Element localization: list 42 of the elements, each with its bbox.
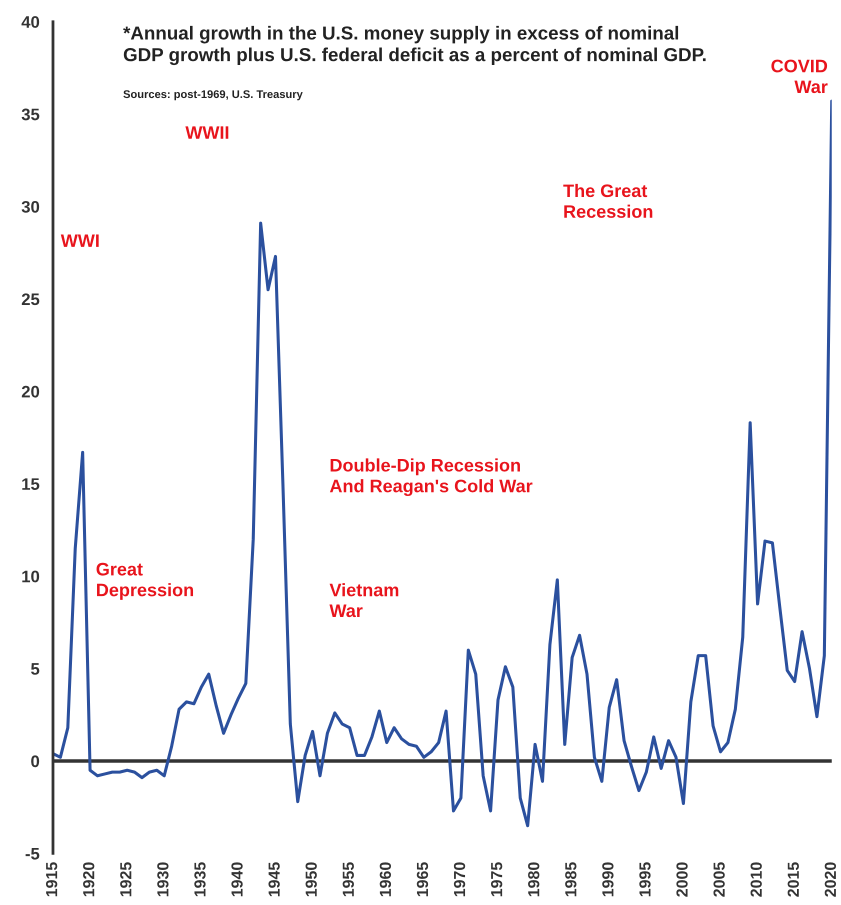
- x-tick-label: 1935: [194, 862, 206, 896]
- line-series: [52, 100, 832, 828]
- y-tick-label: 20: [22, 386, 40, 398]
- x-tick-label: 1980: [528, 862, 540, 896]
- x-tick-label: 1985: [565, 862, 576, 896]
- x-tick-label: 2010: [750, 862, 762, 897]
- annotation: The Great Recession: [563, 184, 652, 218]
- annotation: COVID War: [771, 60, 828, 94]
- x-tick-label: 2005: [713, 862, 725, 897]
- x-tick-label: 1965: [416, 862, 428, 896]
- y-tick-label: 30: [22, 200, 40, 213]
- annotation: WWII: [185, 126, 228, 139]
- annotation: Sources: post-1969, U.S. Treasury: [123, 90, 303, 100]
- x-tick-label: 1930: [157, 862, 169, 896]
- annotation: Double-Dip Recession And Reagan's Cold War: [330, 458, 532, 496]
- x-tick-label: 1915: [46, 862, 58, 896]
- x-tick-label: 2015: [788, 862, 799, 897]
- x-tick-label: 1950: [306, 862, 317, 896]
- x-tick-label: 1955: [342, 862, 354, 896]
- x-tick-label: 1945: [268, 862, 280, 896]
- y-tick-label: -5: [26, 848, 40, 860]
- x-tick-label: 1925: [120, 862, 132, 896]
- x-tick-label: 2000: [676, 862, 688, 897]
- y-tick-label: 0: [31, 755, 40, 768]
- x-tick-label: 1970: [454, 862, 466, 896]
- y-tick-label: 10: [22, 570, 40, 582]
- x-tick-label: 2020: [824, 862, 836, 897]
- annotation: WWI: [60, 234, 99, 247]
- y-tick-label: 40: [22, 16, 40, 28]
- x-tick-label: 1995: [639, 862, 651, 896]
- y-tick-label: 35: [22, 108, 40, 120]
- x-tick-label: 1960: [380, 862, 392, 896]
- text: *Annual growth in the U.S. money supply in excess of nominal GDP growth plus U.S. federal deficit as a percent of nominal GDP.: [123, 26, 706, 66]
- x-tick-label: 1920: [83, 862, 94, 896]
- annotation: Vietnam War: [329, 583, 398, 618]
- y-tick-label: 25: [22, 293, 40, 306]
- y-tick-label: 15: [22, 478, 40, 490]
- x-tick-label: 1990: [602, 862, 614, 896]
- x-tick-label: 1940: [231, 862, 243, 896]
- x-tick-label: 1975: [490, 862, 502, 896]
- y-tick-label: 5: [31, 663, 40, 675]
- annotation: Great Depression: [96, 562, 194, 600]
